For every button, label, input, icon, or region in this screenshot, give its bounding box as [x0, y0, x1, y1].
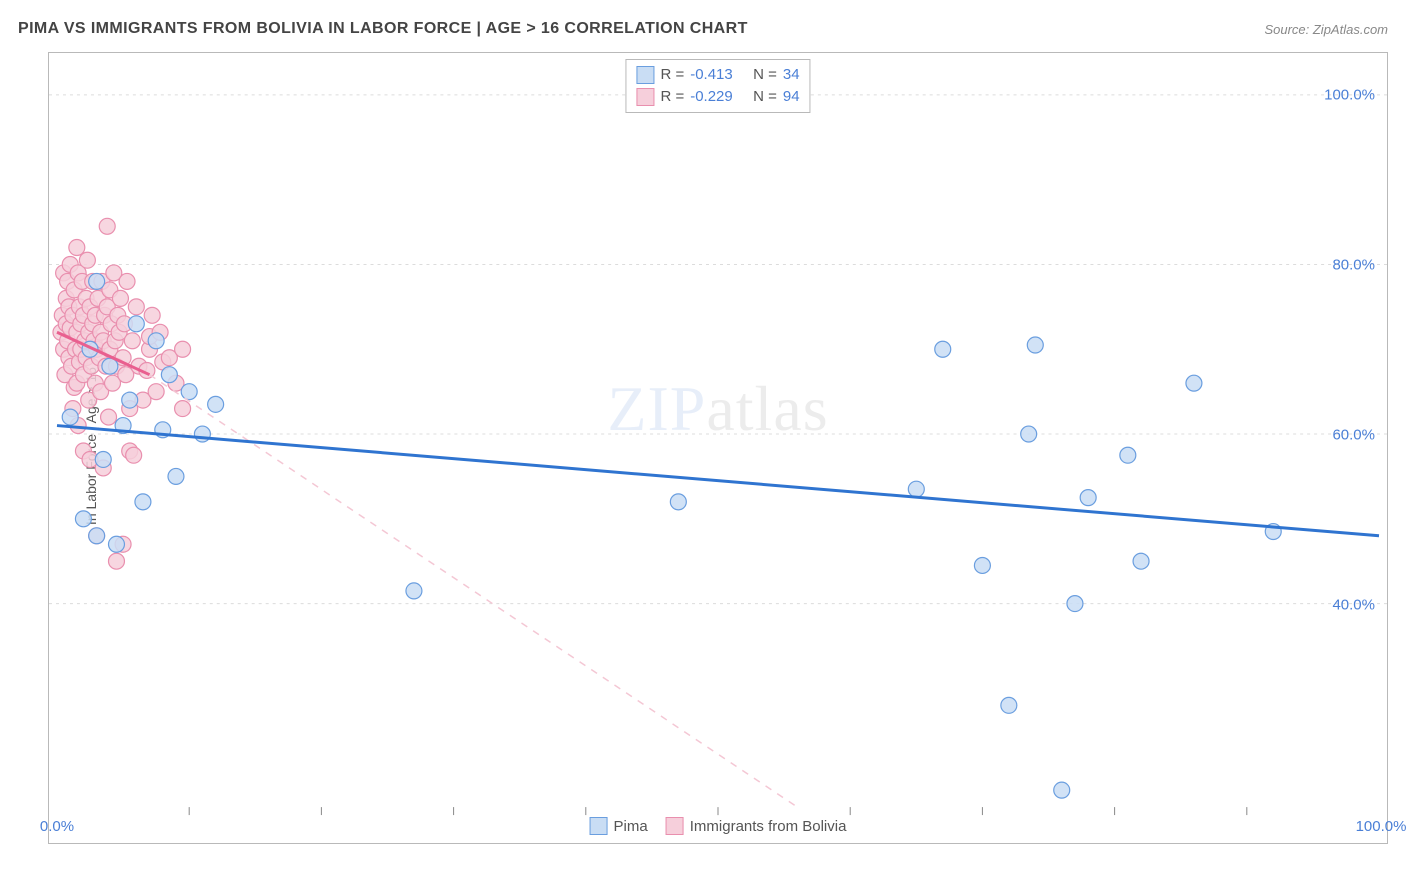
chart-source: Source: ZipAtlas.com	[1264, 22, 1388, 37]
watermark: ZIPatlas	[607, 372, 828, 446]
r-label-b: R =	[660, 86, 684, 108]
n-val-a: 34	[783, 64, 800, 86]
legend-item-pima: Pima	[590, 817, 648, 835]
legend-label-bolivia: Immigrants from Bolivia	[690, 818, 847, 835]
ytick-label: 100.0%	[1324, 87, 1375, 104]
ytick-label: 60.0%	[1332, 427, 1375, 444]
chart-title: PIMA VS IMMIGRANTS FROM BOLIVIA IN LABOR…	[18, 20, 748, 38]
swatch-pima-icon	[590, 817, 608, 835]
swatch-pima-icon	[636, 66, 654, 84]
xtick-label: 100.0%	[1356, 818, 1406, 835]
watermark-zip: ZIP	[607, 373, 706, 444]
n-label: N =	[753, 64, 777, 86]
swatch-bolivia-icon	[666, 817, 684, 835]
r-val-b: -0.229	[690, 86, 733, 108]
corr-row-a: R = -0.413 N = 34	[636, 64, 799, 86]
corr-row-b: R = -0.229 N = 94	[636, 86, 799, 108]
watermark-atlas: atlas	[706, 373, 828, 444]
legend-item-bolivia: Immigrants from Bolivia	[666, 817, 847, 835]
n-label-b: N =	[753, 86, 777, 108]
chart-header: PIMA VS IMMIGRANTS FROM BOLIVIA IN LABOR…	[18, 20, 1388, 38]
r-val-a: -0.413	[690, 64, 733, 86]
chart-area: ZIPatlas R = -0.413 N = 34 R = -0.229 N …	[48, 52, 1388, 844]
ytick-label: 40.0%	[1332, 597, 1375, 614]
bottom-legend: Pima Immigrants from Bolivia	[590, 817, 847, 835]
ytick-label: 80.0%	[1332, 257, 1375, 274]
r-label: R =	[660, 64, 684, 86]
correlation-legend: R = -0.413 N = 34 R = -0.229 N = 94	[625, 59, 810, 113]
swatch-bolivia-icon	[636, 88, 654, 106]
n-val-b: 94	[783, 86, 800, 108]
xtick-label: 0.0%	[40, 818, 74, 835]
legend-label-pima: Pima	[614, 818, 648, 835]
scatter-plot-svg	[49, 53, 1387, 843]
